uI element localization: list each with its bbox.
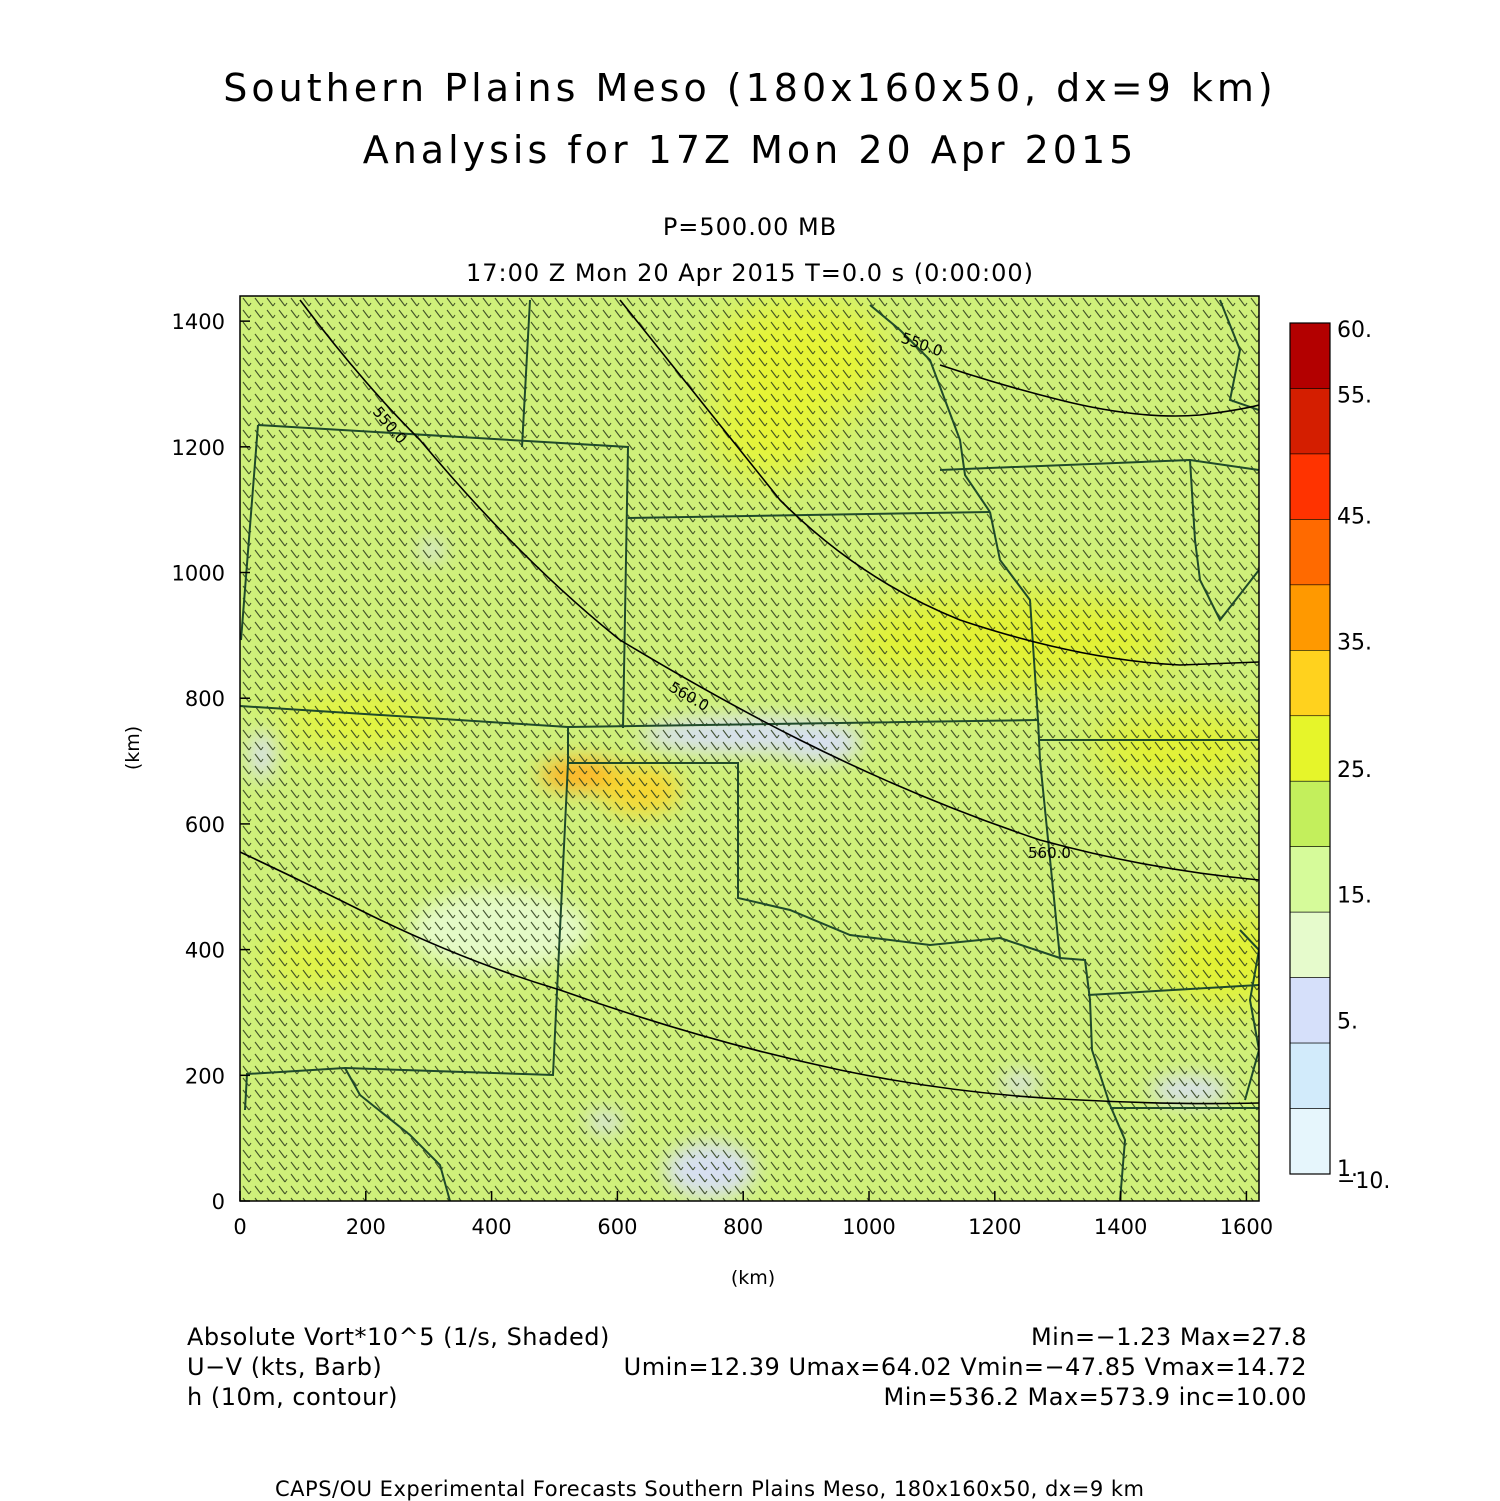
state-borders xyxy=(240,299,1259,1201)
border-co xyxy=(257,424,630,729)
height-contours xyxy=(240,299,1259,1105)
footer-credit: CAPS/OU Experimental Forecasts Southern … xyxy=(275,1477,1145,1501)
border-mo xyxy=(989,511,1061,959)
y-axis-tick-labels: 0 200 400 600 800 1000 1200 1400 xyxy=(172,310,225,1214)
border-mississippi-lower xyxy=(1239,929,1259,1101)
y-axis-ticks xyxy=(240,320,250,1202)
border-rio-grande xyxy=(344,1067,451,1201)
vorticity-shading: 550.0 560.0 560.0 550.0 xyxy=(240,296,1259,1201)
y-tick-label: 0 xyxy=(212,1190,225,1214)
border-missouri-river xyxy=(869,304,991,513)
colorbar-swatch xyxy=(1289,584,1331,651)
x-axis-label: (km) xyxy=(731,1267,775,1289)
colorbar-swatch xyxy=(1289,453,1331,520)
colorbar-label: 5. xyxy=(1337,1009,1358,1034)
legend-vorticity-stats: Min=−1.23 Max=27.8 xyxy=(1030,1323,1307,1351)
y-tick-label: 400 xyxy=(185,939,225,963)
colorbar-label: 25. xyxy=(1337,758,1372,783)
colorbar-swatch xyxy=(1289,977,1331,1044)
colorbar-label: 45. xyxy=(1337,505,1372,530)
x-tick-label: 0 xyxy=(233,1215,246,1239)
colorbar-frame xyxy=(1289,322,1331,1175)
colorbar-swatch xyxy=(1289,846,1331,913)
y-tick-label: 800 xyxy=(185,687,225,711)
border-wi xyxy=(1219,299,1259,411)
x-tick-label: 800 xyxy=(723,1215,763,1239)
colorbar-label: 60. xyxy=(1337,318,1372,343)
colorbar-labels: 60. 55. 45. 35. 25. 15. 5. 1.−10. xyxy=(1337,318,1390,1194)
valid-time: 17:00 Z Mon 20 Apr 2015 T=0.0 s (0:00:00… xyxy=(465,259,1035,287)
x-axis-tick-labels: 0 200 400 600 800 1000 1200 1400 1600 xyxy=(233,1215,1273,1239)
x-tick-label: 1000 xyxy=(842,1215,895,1239)
colorbar-label: −10. xyxy=(1337,1169,1390,1194)
colorbar-swatch xyxy=(1289,1108,1331,1175)
colorbar-label: 15. xyxy=(1337,884,1372,909)
colorbar-swatch xyxy=(1289,650,1331,717)
plot-title-line1: Southern Plains Meso (180x160x50, dx=9 k… xyxy=(223,66,1277,110)
colorbar-swatch xyxy=(1289,322,1331,389)
colorbar-swatch xyxy=(1289,519,1331,586)
colorbar-label: 1. xyxy=(1337,1157,1358,1182)
y-tick-label: 1200 xyxy=(172,436,225,460)
y-tick-label: 1400 xyxy=(172,310,225,334)
border-ok-tx xyxy=(567,727,1061,959)
colorbar-swatch xyxy=(1289,780,1331,847)
y-axis-label: (km) xyxy=(122,726,144,770)
legend-field-height: h (10m, contour) xyxy=(187,1383,399,1411)
border-ut-co xyxy=(240,424,259,641)
plot-frame xyxy=(239,295,1260,1202)
border-wy-ne xyxy=(521,299,531,448)
y-tick-label: 600 xyxy=(185,813,225,837)
x-tick-label: 1200 xyxy=(968,1215,1021,1239)
pressure-level: P=500.00 MB xyxy=(662,213,838,241)
plot-title-line2: Analysis for 17Z Mon 20 Apr 2015 xyxy=(362,128,1138,172)
x-tick-label: 200 xyxy=(346,1215,386,1239)
colorbar-swatch xyxy=(1289,1042,1331,1109)
colorbar-swatch xyxy=(1289,388,1331,455)
contour-560-a xyxy=(240,851,1259,1105)
y-tick-label: 1000 xyxy=(172,562,225,586)
contour-label: 560.0 xyxy=(1028,844,1071,862)
x-axis-ticks xyxy=(239,1191,1248,1201)
border-ar-tx-la xyxy=(1059,957,1127,1201)
contour-550-a xyxy=(299,299,1259,881)
contour-540 xyxy=(939,364,1259,417)
border-mississippi-upper xyxy=(1189,459,1259,622)
legend-height-stats: Min=536.2 Max=573.9 inc=10.00 xyxy=(883,1383,1307,1411)
x-tick-label: 1600 xyxy=(1220,1215,1273,1239)
colorbar-swatch xyxy=(1289,715,1331,782)
contour-550-b xyxy=(619,299,1259,666)
x-tick-label: 400 xyxy=(472,1215,512,1239)
colorbar-label: 55. xyxy=(1337,383,1372,408)
x-tick-label: 1400 xyxy=(1094,1215,1147,1239)
x-tick-label: 600 xyxy=(597,1215,637,1239)
legend-wind-stats: Umin=12.39 Umax=64.02 Vmin=−47.85 Vmax=1… xyxy=(623,1353,1307,1381)
colorbar-label: 35. xyxy=(1337,631,1372,656)
legend-field-wind: U−V (kts, Barb) xyxy=(187,1353,383,1381)
y-tick-label: 200 xyxy=(185,1064,225,1088)
colorbar xyxy=(1289,322,1331,1175)
colorbar-swatch xyxy=(1289,911,1331,978)
border-ne-ks xyxy=(627,511,991,519)
border-ar-la xyxy=(1087,984,1259,996)
wind-barbs xyxy=(240,296,1259,1201)
legend-field-vorticity: Absolute Vort*10^5 (1/s, Shaded) xyxy=(187,1323,610,1351)
